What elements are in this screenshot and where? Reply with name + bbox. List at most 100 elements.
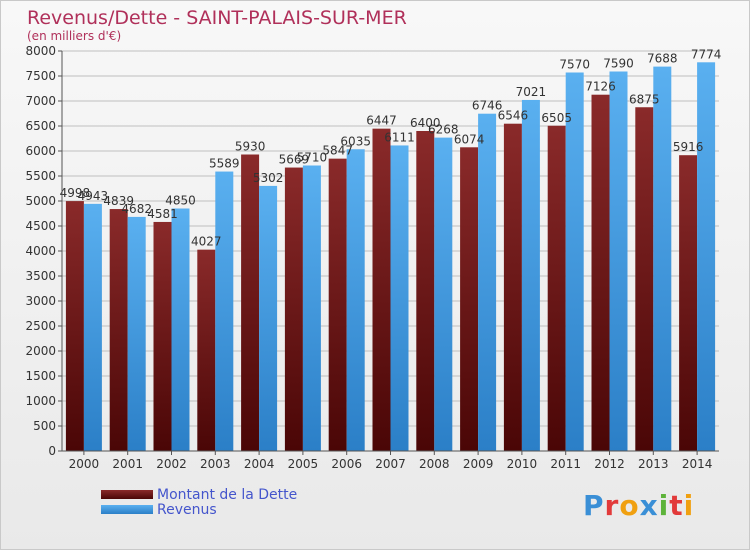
legend-label-debt: Montant de la Dette <box>157 486 298 503</box>
y-tick-label: 500 <box>33 419 56 433</box>
data-label-debt-2003: 4027 <box>191 235 222 249</box>
bar-debt-2003 <box>197 249 216 451</box>
bar-revenue-2005 <box>302 165 321 451</box>
data-label-debt-2002: 4581 <box>147 207 178 221</box>
data-label-revenue-2002: 4850 <box>165 194 196 208</box>
x-tick-label: 2008 <box>419 457 450 471</box>
bar-revenue-2010 <box>521 99 540 451</box>
bar-revenue-2013 <box>653 66 672 451</box>
legend-swatch-debt <box>101 490 153 499</box>
bar-revenue-2004 <box>259 185 278 451</box>
data-label-debt-2001: 4839 <box>103 194 134 208</box>
x-tick-label: 2013 <box>638 457 669 471</box>
x-tick-label: 2010 <box>507 457 538 471</box>
y-tick-label: 2000 <box>25 344 56 358</box>
data-label-revenue-2014: 7774 <box>691 47 722 61</box>
data-label-debt-2010: 6546 <box>498 109 529 123</box>
data-label-revenue-2010: 7021 <box>516 85 547 99</box>
y-tick-label: 2500 <box>25 319 56 333</box>
bar-debt-2013 <box>635 107 654 451</box>
x-tick-label: 2000 <box>69 457 100 471</box>
data-label-revenue-2000: 4943 <box>78 189 109 203</box>
bar-revenue-2002 <box>171 208 190 451</box>
bar-revenue-2011 <box>565 72 584 451</box>
chart-legend: Montant de la Dette Revenus <box>101 486 298 518</box>
data-label-revenue-2006: 6035 <box>340 134 371 148</box>
y-tick-label: 0 <box>48 444 56 458</box>
bar-revenue-2003 <box>215 171 234 452</box>
y-tick-label: 3000 <box>25 294 56 308</box>
y-tick-label: 3500 <box>25 269 56 283</box>
x-tick-label: 2009 <box>463 457 494 471</box>
bar-debt-2001 <box>109 209 128 451</box>
y-tick-label: 1500 <box>25 369 56 383</box>
x-tick-label: 2006 <box>331 457 362 471</box>
bar-debt-2002 <box>153 221 172 451</box>
proxiti-logo: Proxiti <box>583 489 695 522</box>
bar-revenue-2014 <box>697 62 716 452</box>
data-label-debt-2000: 4998 <box>60 186 91 200</box>
bar-revenue-2001 <box>127 216 146 451</box>
x-tick-label: 2004 <box>244 457 275 471</box>
bar-revenue-2006 <box>346 149 365 451</box>
data-label-revenue-2001: 4682 <box>121 202 152 216</box>
y-tick-label: 7000 <box>25 94 56 108</box>
x-tick-label: 2012 <box>594 457 625 471</box>
x-tick-label: 2002 <box>156 457 187 471</box>
chart-subtitle: (en milliers d'€) <box>27 29 122 43</box>
bar-debt-2012 <box>591 94 610 451</box>
data-label-revenue-2004: 5302 <box>253 171 284 185</box>
legend-item-revenue: Revenus <box>101 501 297 518</box>
y-tick-label: 5500 <box>25 169 56 183</box>
x-tick-label: 2014 <box>682 457 713 471</box>
data-label-revenue-2012: 7590 <box>603 57 634 71</box>
bar-revenue-2008 <box>434 137 453 451</box>
data-label-revenue-2009: 6746 <box>472 99 503 113</box>
data-label-debt-2006: 5847 <box>322 144 353 158</box>
bar-debt-2010 <box>503 123 522 451</box>
bar-debt-2005 <box>284 167 303 452</box>
x-tick-label: 2007 <box>375 457 406 471</box>
y-tick-label: 4000 <box>25 244 56 258</box>
x-tick-label: 2011 <box>550 457 581 471</box>
data-label-debt-2011: 6505 <box>541 111 572 125</box>
y-tick-label: 6000 <box>25 144 56 158</box>
bar-debt-2007 <box>372 128 391 451</box>
y-tick-label: 6500 <box>25 119 56 133</box>
bar-revenue-2007 <box>390 145 409 451</box>
legend-label-revenue: Revenus <box>157 501 217 518</box>
x-tick-label: 2001 <box>112 457 143 471</box>
bar-revenue-2009 <box>478 113 497 451</box>
data-label-revenue-2011: 7570 <box>559 58 590 72</box>
data-label-debt-2012: 7126 <box>585 80 616 94</box>
bar-debt-2014 <box>679 155 698 451</box>
data-label-revenue-2013: 7688 <box>647 52 678 66</box>
x-tick-label: 2003 <box>200 457 231 471</box>
legend-item-debt: Montant de la Dette <box>101 486 298 503</box>
bar-debt-2000 <box>65 201 84 451</box>
bar-revenue-2000 <box>83 203 102 451</box>
data-label-debt-2004: 5930 <box>235 140 266 154</box>
y-tick-label: 1000 <box>25 394 56 408</box>
data-label-debt-2014: 5916 <box>673 140 704 154</box>
bar-debt-2011 <box>547 125 566 451</box>
bar-revenue-2012 <box>609 71 628 451</box>
x-tick-label: 2005 <box>288 457 319 471</box>
data-label-debt-2013: 6875 <box>629 92 660 106</box>
bar-debt-2006 <box>328 158 347 451</box>
data-label-revenue-2008: 6268 <box>428 123 459 137</box>
legend-swatch-revenue <box>101 505 153 514</box>
chart-title: Revenus/Dette - SAINT-PALAIS-SUR-MER <box>27 7 407 29</box>
y-tick-label: 5000 <box>25 194 56 208</box>
data-label-debt-2008: 6400 <box>410 116 441 130</box>
y-tick-label: 4500 <box>25 219 56 233</box>
data-label-debt-2007: 6447 <box>366 114 397 128</box>
y-tick-label: 7500 <box>25 69 56 83</box>
y-tick-label: 8000 <box>25 44 56 58</box>
data-label-revenue-2003: 5589 <box>209 157 240 171</box>
bar-debt-2009 <box>460 147 479 452</box>
bar-debt-2008 <box>416 131 435 451</box>
data-label-debt-2009: 6074 <box>454 132 485 146</box>
